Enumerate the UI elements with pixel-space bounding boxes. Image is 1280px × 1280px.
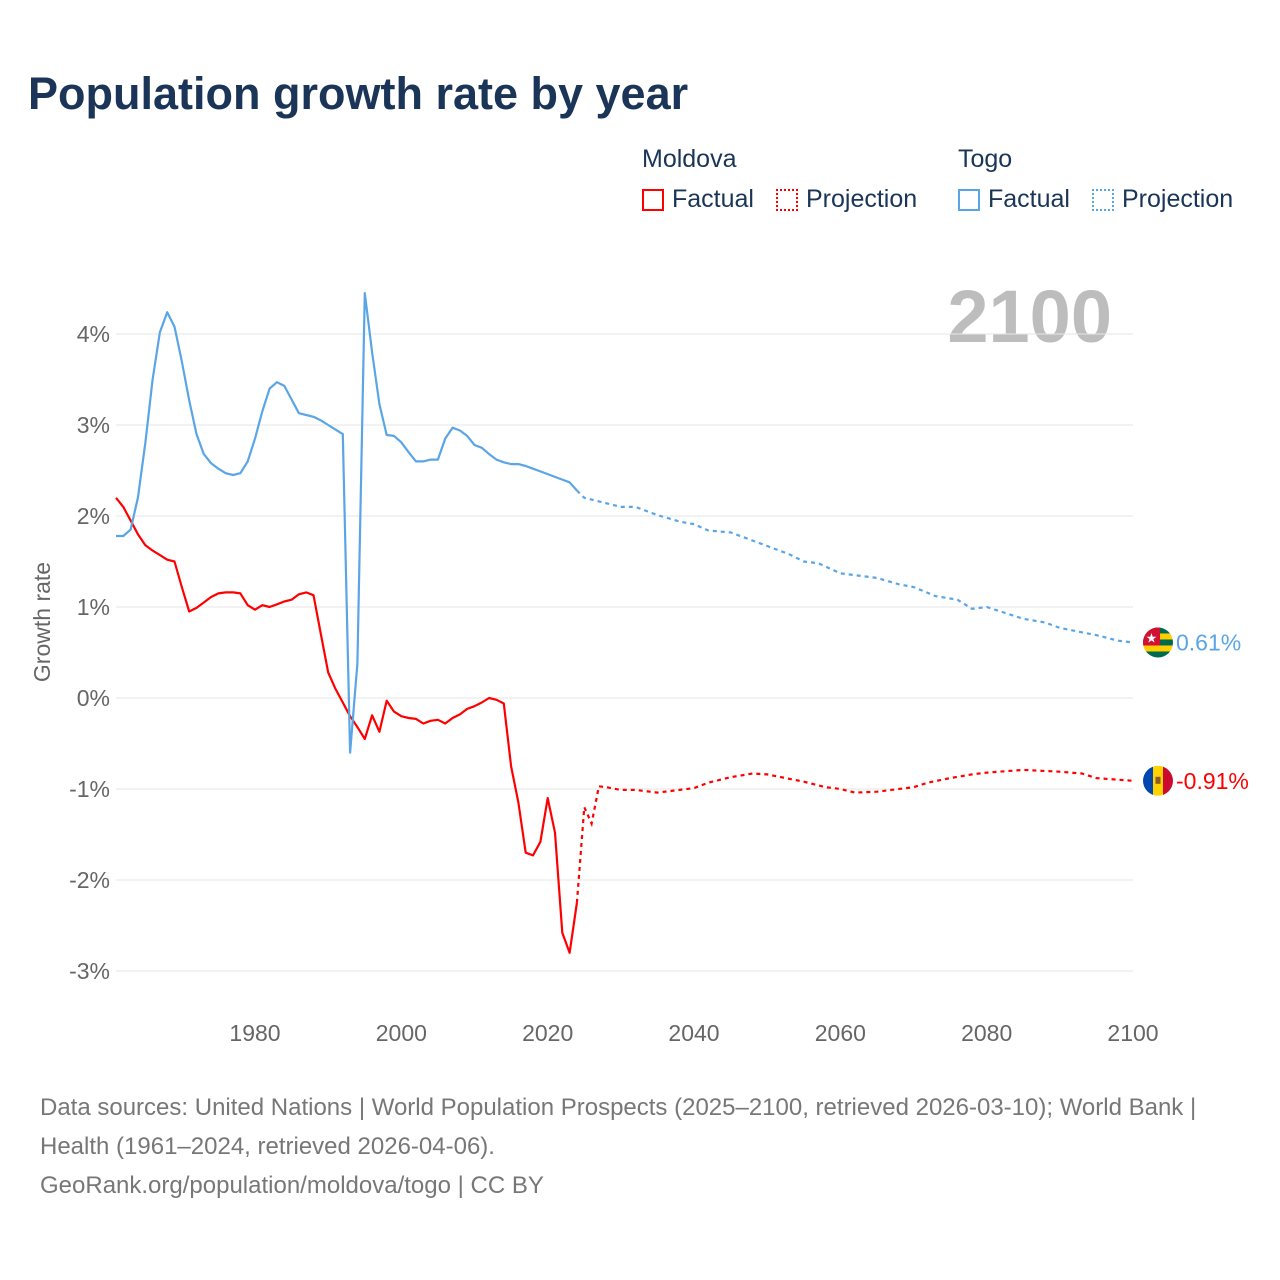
x-tick-label: 2080 [961,1020,1012,1046]
flag-body: ★ [1143,627,1173,658]
y-tick-label: 0% [77,685,110,711]
legend-swatch-dotted-red [776,188,798,211]
year-watermark: 2100 [947,275,1112,358]
y-tick-label: 1% [77,594,110,620]
y-tick-label: -1% [69,776,110,802]
x-tick-label: 2000 [376,1020,427,1046]
togo-projection-line [576,489,1134,644]
moldova-projection-line [575,768,1134,903]
legend-label: Factual [672,185,754,213]
legend-togo-factual[interactable]: Factual [958,185,1070,214]
moldova-factual-line [115,497,578,954]
flag-stripe [1163,765,1173,796]
x-tick-label: 2100 [1107,1020,1158,1046]
legend-label: Factual [988,185,1070,213]
legend-label: Projection [806,185,918,213]
y-tick-label: -3% [69,958,110,984]
source-text: Data sources: United Nations | World Pop… [40,1094,1197,1160]
flag-stripe [1143,645,1173,652]
x-tick-label: 2040 [668,1020,719,1046]
y-tick-label: 2% [77,503,110,529]
legend-swatch-solid-red [642,188,664,211]
source-link[interactable]: GeoRank.org/population/moldova/togo | CC… [40,1172,544,1199]
chart-plot: 2100 Growth rate 4% 3% 2% 1% 0% -1% -2% -3% 1980… [29,275,1249,1046]
y-axis-label: Growth rate [29,562,55,682]
legend-moldova-projection[interactable]: Projection [776,185,917,214]
flag-emblem [1155,776,1161,784]
moldova-end-label: -0.91% [1176,768,1249,794]
flag-star: ★ [1146,630,1158,645]
chart-title: Population growth rate by year [28,68,689,119]
x-tick-label: 1980 [229,1020,280,1046]
legend-label: Projection [1122,185,1234,213]
legend-swatch-dotted-blue [1092,188,1114,211]
togo-end-label: 0.61% [1176,629,1241,655]
flag-stripe [1143,651,1173,658]
source-note: Data sources: United Nations | World Pop… [40,1088,1240,1205]
legend-moldova-factual[interactable]: Factual [642,185,754,214]
x-tick-label: 2060 [815,1020,866,1046]
flag-body [1143,765,1173,796]
x-tick-label: 2020 [522,1020,573,1046]
y-tick-label: 3% [77,412,110,438]
moldova-flag-icon [1143,765,1173,796]
y-tick-label: -2% [69,867,110,893]
togo-factual-line [116,292,578,754]
legend-swatch-solid-blue [958,188,980,211]
flag-stripe [1143,765,1153,796]
legend-togo-projection[interactable]: Projection [1092,185,1233,214]
y-tick-label: 4% [77,321,110,347]
legend-group-moldova: Moldova [642,145,737,173]
legend-group-togo: Togo [958,145,1013,173]
togo-flag-icon: ★ [1143,627,1173,658]
